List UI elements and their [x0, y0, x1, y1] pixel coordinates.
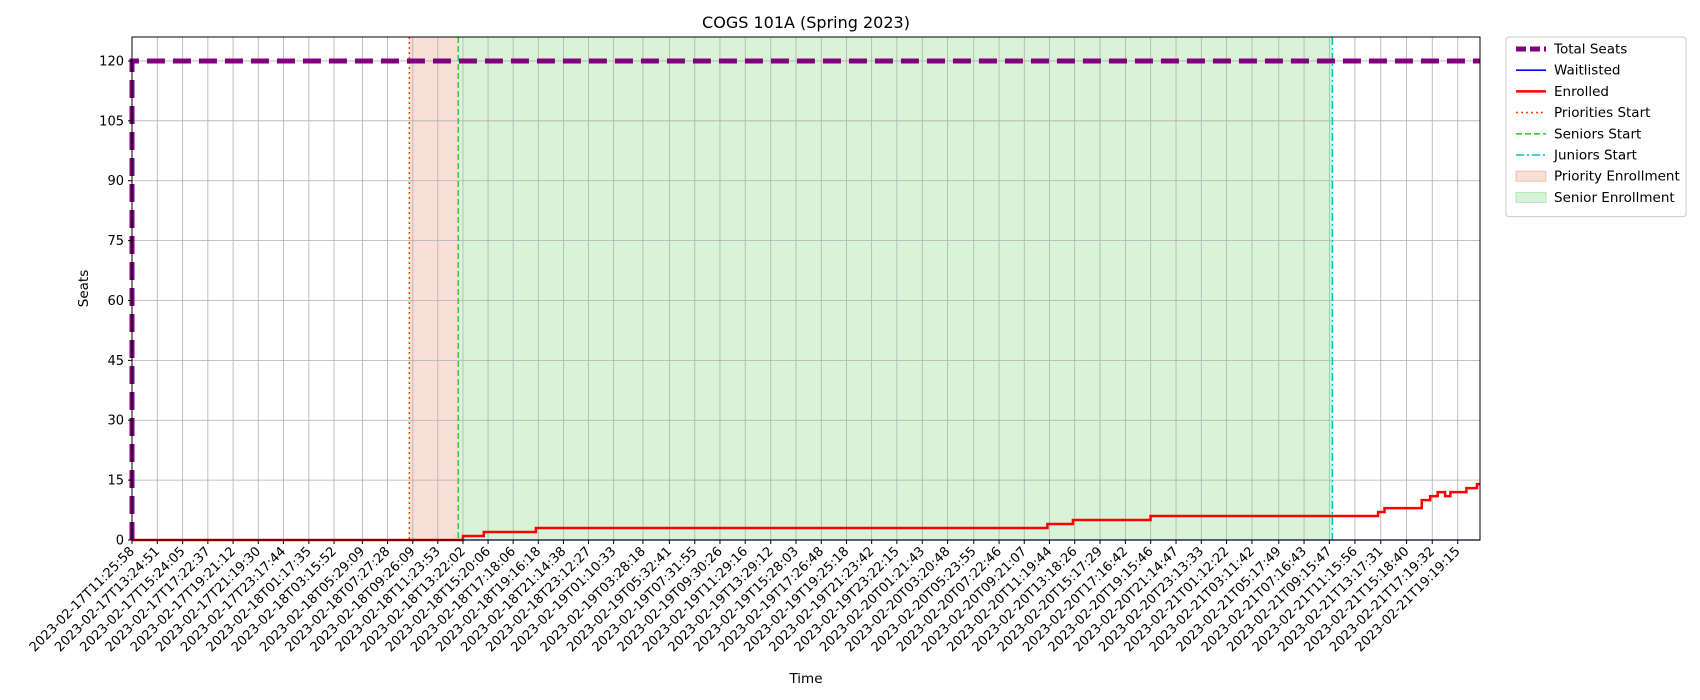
plot-frame-border	[131, 36, 1481, 541]
chart-title: COGS 101A (Spring 2023)	[702, 13, 910, 32]
phase-lines	[408, 37, 1334, 540]
legend-label-7: Senior Enrollment	[1554, 190, 1675, 206]
y-tick-label-8: 120	[99, 54, 124, 69]
grid	[131, 37, 1480, 541]
y-tick-label-5: 75	[107, 234, 124, 249]
legend-label-6: Priority Enrollment	[1554, 169, 1680, 185]
y-tick-label-1: 15	[107, 474, 124, 489]
legend-label-5: Juniors Start	[1553, 148, 1637, 164]
legend-marker-6	[1515, 170, 1547, 182]
span-0	[409, 37, 459, 540]
y-axis-title: Seats	[76, 270, 92, 307]
y-tick-label-7: 105	[99, 114, 124, 129]
legend-label-4: Seniors Start	[1554, 126, 1641, 142]
y-tick-label-2: 30	[107, 414, 124, 429]
y-axis: 0 15 30 45 60 75 90 105 120	[99, 54, 132, 549]
legend-box	[1505, 36, 1687, 218]
series-2	[132, 482, 1480, 542]
legend-marker-7	[1515, 191, 1547, 203]
shaded-spans	[409, 37, 1333, 540]
legend-label-3: Priorities Start	[1554, 105, 1650, 121]
y-tick-label-6: 90	[107, 174, 124, 189]
x-axis-title: Time	[788, 671, 822, 687]
legend-label-2: Enrolled	[1554, 84, 1609, 100]
legend: Total Seats Waitlisted Enrolled Priorities …	[1505, 36, 1687, 218]
legend-label-1: Waitlisted	[1554, 63, 1621, 79]
y-tick-label-0: 0	[116, 534, 124, 549]
plot-frame	[131, 36, 1481, 541]
y-tick-label-3: 45	[107, 354, 124, 369]
legend-label-0: Total Seats	[1553, 42, 1627, 58]
x-axis: 2023-02-17T11:25:582023-02-17T13:24:5120…	[27, 540, 1464, 655]
y-tick-label-4: 60	[107, 294, 124, 309]
